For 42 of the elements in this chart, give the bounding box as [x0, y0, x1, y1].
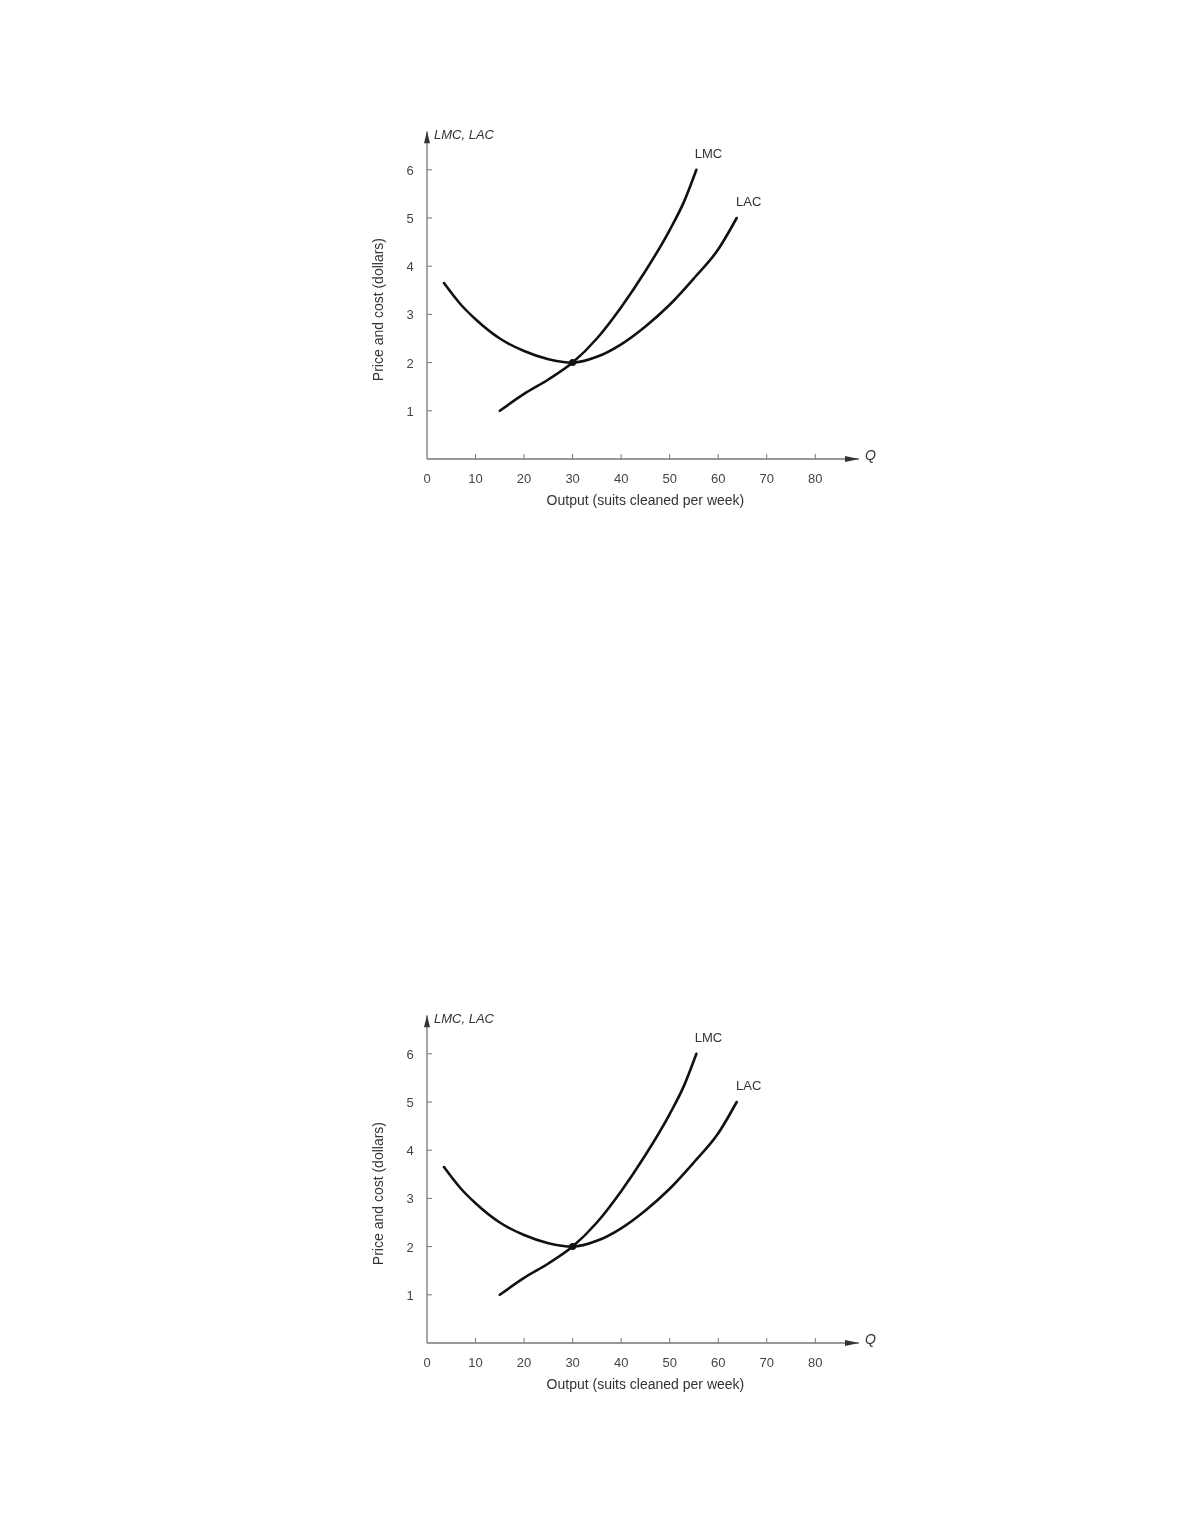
x-tick-label: 60 [711, 471, 726, 486]
y-tick-label: 5 [406, 211, 414, 226]
x-tick-label: 50 [662, 471, 677, 486]
x-tick-label: 40 [613, 1355, 629, 1370]
x-tick-label: 70 [759, 1355, 775, 1370]
series-label: LAC [736, 194, 762, 209]
y-tick-label: 6 [406, 1046, 414, 1062]
x-tick-label: 40 [613, 471, 629, 486]
y-axis-title: Price and cost (dollars) [370, 1121, 386, 1266]
x-tick-label: 50 [662, 1355, 677, 1370]
y-tick-label: 6 [406, 162, 414, 178]
x-tick-label: 10 [468, 1355, 483, 1370]
x-axis-title: Output (suits cleaned per week) [546, 1376, 745, 1392]
y-tick-label: 4 [406, 259, 414, 275]
text: Q [865, 447, 876, 463]
x-tick-label: 30 [565, 471, 580, 486]
series-label: LAC [736, 1078, 762, 1093]
y-tick-label: 2 [406, 1239, 414, 1255]
x-tick-label: 10 [468, 471, 483, 486]
y-tick-label: 5 [406, 1095, 414, 1110]
annotation: LMC, LAC [434, 1011, 495, 1027]
y-tick-label: 3 [406, 307, 414, 323]
text: Q [865, 1331, 876, 1347]
x-tick-label: 0 [423, 1355, 431, 1370]
y-tick-label: 1 [406, 1287, 414, 1303]
y-tick-label: 1 [406, 403, 414, 419]
annotation: LMC, LAC [434, 127, 495, 143]
series-label: LMC [694, 1029, 723, 1045]
x-axis-title: Output (suits cleaned per week) [546, 492, 745, 508]
x-tick-label: 20 [516, 471, 532, 486]
x-tick-label: 30 [565, 1355, 580, 1370]
y-tick-label: 2 [406, 355, 414, 371]
x-tick-label: 80 [808, 471, 823, 486]
series-label: LMC [694, 145, 723, 161]
y-tick-label: 4 [406, 1143, 414, 1159]
y-tick-label: 3 [406, 1191, 414, 1207]
x-tick-label: 60 [711, 1355, 726, 1370]
y-axis-title: Price and cost (dollars) [370, 237, 386, 382]
x-tick-label: 0 [423, 471, 431, 486]
x-tick-label: 80 [808, 1355, 823, 1370]
x-tick-label: 20 [516, 1355, 532, 1370]
x-tick-label: 70 [759, 471, 775, 486]
